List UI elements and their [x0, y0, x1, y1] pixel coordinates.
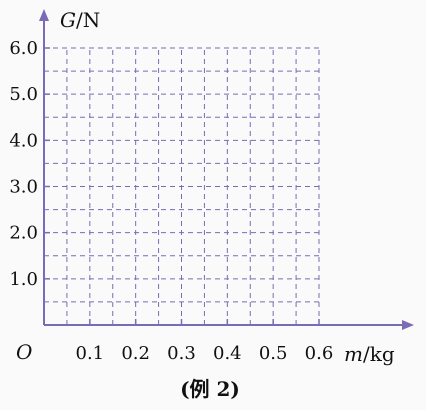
tick-labels: 1.0 2.0 3.0 4.0 5.0 6.0 0.1 0.2 0.3 0.4 0.5 0.6: [9, 38, 333, 364]
x-tick-label: 0.1: [76, 343, 105, 364]
x-tick-label: 0.2: [121, 343, 150, 364]
y-axis-variable: G: [60, 8, 76, 32]
x-tick-label: 0.3: [167, 343, 196, 364]
y-tick-label: 6.0: [9, 38, 38, 59]
y-tick-label: 2.0: [9, 223, 38, 244]
y-axis-unit: /N: [76, 8, 100, 32]
origin-label: O: [16, 340, 32, 364]
figure-caption: (例 2): [180, 377, 240, 401]
x-axis-arrow: [402, 320, 414, 330]
y-tick-label: 5.0: [9, 84, 38, 105]
y-axis-title: G/N: [60, 8, 100, 32]
grid: [44, 47, 320, 325]
x-tick-label: 0.6: [305, 343, 334, 364]
y-tick-label: 3.0: [9, 177, 38, 198]
axes: [39, 9, 414, 330]
y-tick-label: 1.0: [9, 269, 38, 290]
x-axis-variable: m: [344, 342, 363, 366]
y-axis-arrow: [39, 9, 49, 21]
x-axis-unit: /kg: [363, 342, 395, 366]
x-axis-title: m/kg: [344, 342, 395, 366]
x-tick-label: 0.4: [213, 343, 242, 364]
y-tick-label: 4.0: [9, 130, 38, 151]
x-tick-label: 0.5: [259, 343, 288, 364]
